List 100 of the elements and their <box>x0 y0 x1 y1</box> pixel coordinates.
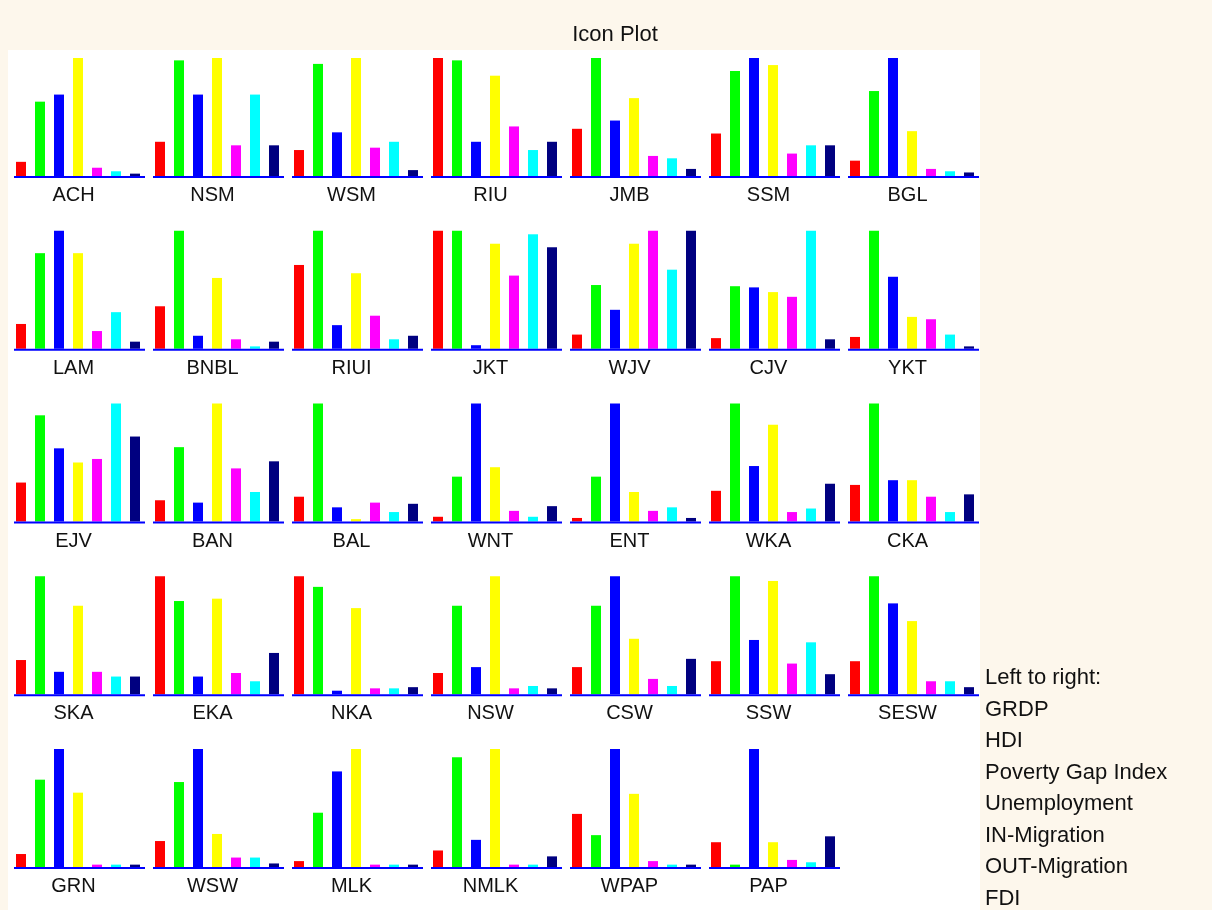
bar <box>667 507 677 522</box>
bar <box>231 145 241 176</box>
x-axis-title: WSM <box>327 183 376 205</box>
bar <box>629 492 639 522</box>
bar <box>130 341 140 349</box>
bar <box>730 286 740 349</box>
x-axis-title: SSM <box>746 183 791 205</box>
bar <box>92 458 102 522</box>
bar <box>787 296 797 349</box>
x-axis-title: LAM <box>52 355 95 378</box>
bar <box>787 663 797 695</box>
x-axis-title: NSM <box>190 183 235 205</box>
bar <box>35 779 45 867</box>
bar <box>73 253 83 349</box>
bar <box>269 863 279 867</box>
bar <box>648 155 658 176</box>
bar <box>730 576 740 695</box>
x-axis-title: ENT <box>609 528 650 551</box>
bar <box>155 576 165 695</box>
bar <box>16 482 26 522</box>
bar <box>528 516 538 522</box>
x-axis-title: WKA <box>745 528 792 551</box>
bar <box>711 661 721 695</box>
bar <box>509 510 519 522</box>
bar <box>408 687 418 695</box>
x-axis-title: GRN <box>51 874 96 896</box>
bar <box>408 335 418 349</box>
bar <box>408 503 418 522</box>
bar <box>231 339 241 349</box>
x-axis-title: YKT <box>888 355 927 378</box>
x-axis-title: MLK <box>330 874 373 896</box>
bar <box>825 674 835 695</box>
bar <box>212 403 222 522</box>
bar <box>452 757 462 867</box>
bar <box>572 334 582 349</box>
bar <box>667 685 677 695</box>
bar <box>452 605 462 695</box>
bar <box>370 147 380 176</box>
x-axis-title: WPAP <box>600 874 659 896</box>
bar <box>490 576 500 695</box>
bar <box>313 403 323 522</box>
x-axis-title: JMB <box>609 183 650 205</box>
bar <box>768 842 778 867</box>
bar <box>313 230 323 349</box>
x-axis-title: PAP <box>749 874 788 896</box>
bar <box>547 247 557 349</box>
bar <box>768 424 778 522</box>
bar <box>806 230 816 349</box>
bar <box>452 476 462 522</box>
bar <box>730 70 740 176</box>
bar <box>130 436 140 522</box>
bar <box>389 339 399 349</box>
bar <box>351 519 361 522</box>
bar <box>174 447 184 522</box>
x-axis-title: NSW <box>467 701 514 724</box>
bar <box>408 170 418 176</box>
bar <box>787 512 797 522</box>
bar <box>155 141 165 176</box>
x-axis-title: SSW <box>745 701 792 724</box>
text: HDI <box>985 727 1023 752</box>
bar <box>250 492 260 522</box>
bar <box>629 793 639 867</box>
bar <box>490 75 500 176</box>
x-axis-title: CJV <box>749 355 789 378</box>
bar <box>907 131 917 176</box>
bar <box>591 605 601 695</box>
bar <box>155 500 165 522</box>
bar <box>231 673 241 695</box>
bar <box>787 153 797 176</box>
bar <box>686 517 696 522</box>
bar <box>130 676 140 695</box>
bar <box>351 608 361 695</box>
bar <box>250 681 260 695</box>
text: IN-Migration <box>985 821 1105 847</box>
bar <box>250 94 260 176</box>
bar <box>313 812 323 867</box>
bar <box>850 484 860 522</box>
bar <box>313 586 323 695</box>
bar <box>547 506 557 522</box>
bar <box>73 792 83 867</box>
bar <box>452 60 462 176</box>
bar <box>850 336 860 349</box>
bar <box>490 243 500 349</box>
bar <box>547 141 557 176</box>
bar <box>806 862 816 867</box>
x-axis-title: BGL <box>887 183 928 205</box>
x-axis-title: EJV <box>55 528 93 551</box>
bar <box>111 312 121 349</box>
bar <box>92 167 102 176</box>
bar <box>433 673 443 695</box>
x-axis-title: EKA <box>192 701 234 724</box>
text: OUT-Migration <box>985 853 1129 878</box>
bar <box>351 273 361 349</box>
bar <box>528 234 538 349</box>
bar <box>294 496 304 522</box>
bar <box>572 813 582 867</box>
bar <box>648 678 658 695</box>
bar <box>572 517 582 522</box>
bar <box>825 836 835 867</box>
x-axis-title: BAN <box>191 528 234 551</box>
